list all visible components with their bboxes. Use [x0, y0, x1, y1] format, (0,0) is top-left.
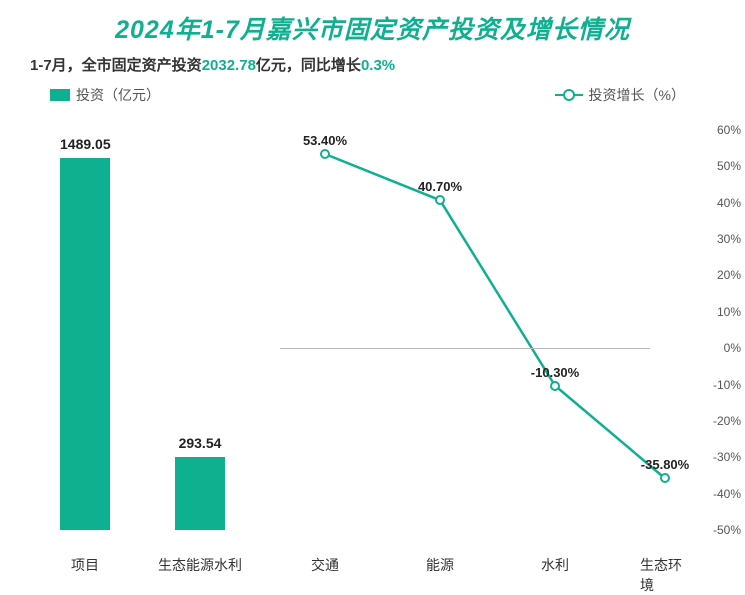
x-axis-label: 生态环境	[640, 555, 690, 595]
zero-line	[280, 348, 650, 349]
line-value-label: -10.30%	[531, 365, 579, 380]
bar-value-label: 293.54	[175, 435, 225, 451]
legend-bar: 投资（亿元）	[50, 85, 160, 105]
x-axis-label: 交通	[311, 555, 339, 575]
line-path-svg	[280, 130, 690, 530]
y2-tick-label: -50%	[713, 523, 741, 537]
line-marker	[435, 195, 445, 205]
legend-line-swatch	[555, 94, 583, 96]
x-axis-label: 水利	[541, 555, 569, 575]
subtitle-prefix: 1-7月，全市固定资产投资	[30, 57, 202, 74]
y2-tick-label: 40%	[717, 196, 741, 210]
subtitle-mid: 亿元，同比增长	[256, 57, 361, 74]
growth-line	[325, 154, 665, 478]
bar-plot: 1489.05 293.54	[30, 130, 260, 530]
line-marker	[320, 149, 330, 159]
line-value-label: -35.80%	[641, 457, 689, 472]
chart-title: 2024年1-7月嘉兴市固定资产投资及增长情况	[0, 0, 745, 46]
chart-area: 1489.05 293.54 53.40% 40.70% -10.30% -35.80%…	[0, 130, 745, 587]
y2-tick-label: 0%	[724, 341, 741, 355]
y2-tick-label: -40%	[713, 487, 741, 501]
bar: 293.54	[175, 457, 225, 530]
line-marker	[660, 473, 670, 483]
y2-tick-label: -30%	[713, 450, 741, 464]
y2-tick-label: -10%	[713, 378, 741, 392]
x-axis-label: 能源	[426, 555, 454, 575]
chart-subtitle: 1-7月，全市固定资产投资2032.78亿元，同比增长0.3%	[0, 46, 745, 75]
y2-tick-label: -20%	[713, 414, 741, 428]
y2-tick-label: 50%	[717, 159, 741, 173]
line-plot: 53.40% 40.70% -10.30% -35.80%	[280, 130, 690, 530]
y2-axis: 60%50%40%30%20%10%0%-10%-20%-30%-40%-50%	[705, 130, 745, 530]
y2-tick-label: 60%	[717, 123, 741, 137]
legend: 投资（亿元） 投资增长（%）	[0, 75, 745, 105]
line-value-label: 40.70%	[418, 179, 462, 194]
legend-line-label: 投资增长（%）	[589, 85, 685, 105]
subtitle-value-2: 0.3%	[361, 57, 395, 74]
legend-line: 投资增长（%）	[555, 85, 685, 105]
bar-value-label: 1489.05	[60, 136, 110, 152]
x-axis-label: 项目	[71, 555, 99, 575]
x-axis-label: 生态能源水利	[158, 555, 242, 575]
line-value-label: 53.40%	[303, 133, 347, 148]
legend-bar-swatch	[50, 89, 70, 101]
y2-tick-label: 30%	[717, 232, 741, 246]
y2-tick-label: 20%	[717, 268, 741, 282]
line-marker	[550, 381, 560, 391]
y2-tick-label: 10%	[717, 305, 741, 319]
x-axis-labels: 项目生态能源水利交通能源水利生态环境	[30, 555, 715, 577]
subtitle-value-1: 2032.78	[202, 57, 256, 74]
bar: 1489.05	[60, 158, 110, 530]
legend-bar-label: 投资（亿元）	[76, 85, 160, 105]
